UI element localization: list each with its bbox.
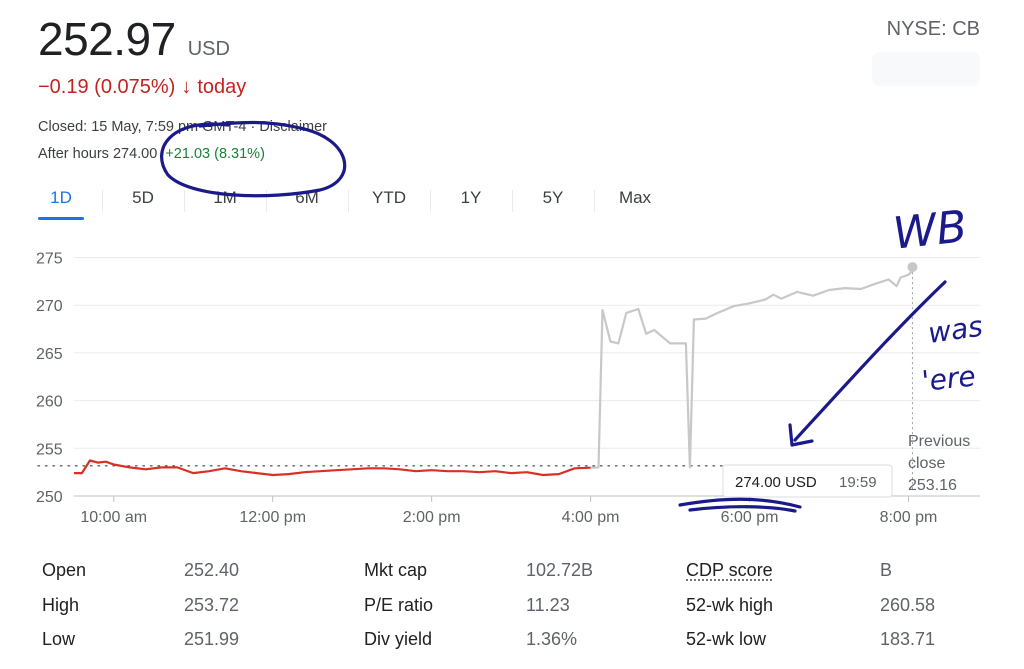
series-line-after-hours <box>590 270 914 469</box>
after-hours-label: After hours 274.00 <box>38 146 158 162</box>
x-tick-label: 12:00 pm <box>239 509 306 526</box>
tab-1y[interactable]: 1Y <box>430 188 512 218</box>
price-header: 252.97 USD <box>38 12 230 66</box>
stat-label: 52-wk high <box>686 595 774 615</box>
tooltip-box <box>722 464 893 498</box>
tab-1d[interactable]: 1D <box>20 188 102 220</box>
tooltip-time: 19:59 <box>839 474 877 491</box>
previous-close-value: 253.16 <box>908 477 957 494</box>
stat-label: 52-wk low <box>686 629 767 649</box>
y-tick-label: 255 <box>36 441 63 458</box>
y-tick-label: 270 <box>36 298 63 315</box>
stat-value: 183.71 <box>880 629 936 649</box>
x-tick-label: 2:00 pm <box>403 509 461 526</box>
x-tick-label: 6:00 pm <box>721 509 779 526</box>
x-tick-label: 10:00 am <box>80 509 147 526</box>
series-line-regular <box>74 459 591 477</box>
tab-ytd[interactable]: YTD <box>348 188 430 218</box>
tab-max[interactable]: Max <box>594 188 676 218</box>
stat-value: 253.72 <box>184 595 240 615</box>
y-tick-label: 265 <box>36 346 63 363</box>
stat-label: Div yield <box>364 629 433 649</box>
change-value: −0.19 (0.075%) <box>38 76 176 98</box>
tab-5y[interactable]: 5Y <box>512 188 594 218</box>
endpoint-marker <box>907 262 918 273</box>
follow-button[interactable] <box>872 52 980 86</box>
ticker-symbol: NYSE: CB <box>886 18 980 40</box>
y-tick-label: 275 <box>36 251 63 268</box>
price-change: −0.19 (0.075%) ↓ today <box>38 76 246 99</box>
stat-value: B <box>880 560 893 580</box>
stat-value: 260.58 <box>880 595 936 615</box>
stat-value: 11.23 <box>526 595 570 615</box>
y-tick-label: 260 <box>36 394 63 411</box>
down-arrow-icon: ↓ <box>181 76 192 98</box>
currency-label: USD <box>187 38 230 60</box>
stat-label: P/E ratio <box>364 595 434 615</box>
y-tick-label: 250 <box>36 489 63 506</box>
previous-close-label: Previous <box>908 433 970 450</box>
tooltip-value: 274.00 USD <box>735 474 817 491</box>
change-period: today <box>197 76 247 98</box>
price-tooltip: 274.00 USD 19:59 <box>722 464 893 498</box>
stat-value: 1.36% <box>526 629 578 649</box>
stat-value: 102.72B <box>526 560 594 580</box>
tab-5d[interactable]: 5D <box>102 188 184 218</box>
previous-close-label: close <box>908 455 945 472</box>
stat-label: High <box>42 595 80 615</box>
stat-value: 251.99 <box>184 629 240 649</box>
stat-label: Open <box>42 560 87 580</box>
cdp-score-link[interactable]: CDP score <box>686 560 773 580</box>
stat-label: Mkt cap <box>364 560 428 580</box>
x-tick-label: 8:00 pm <box>880 509 938 526</box>
x-tick-label: 4:00 pm <box>562 509 620 526</box>
stat-value: 252.40 <box>184 560 240 580</box>
current-price: 252.97 <box>38 13 176 65</box>
stat-label: Low <box>42 629 76 649</box>
